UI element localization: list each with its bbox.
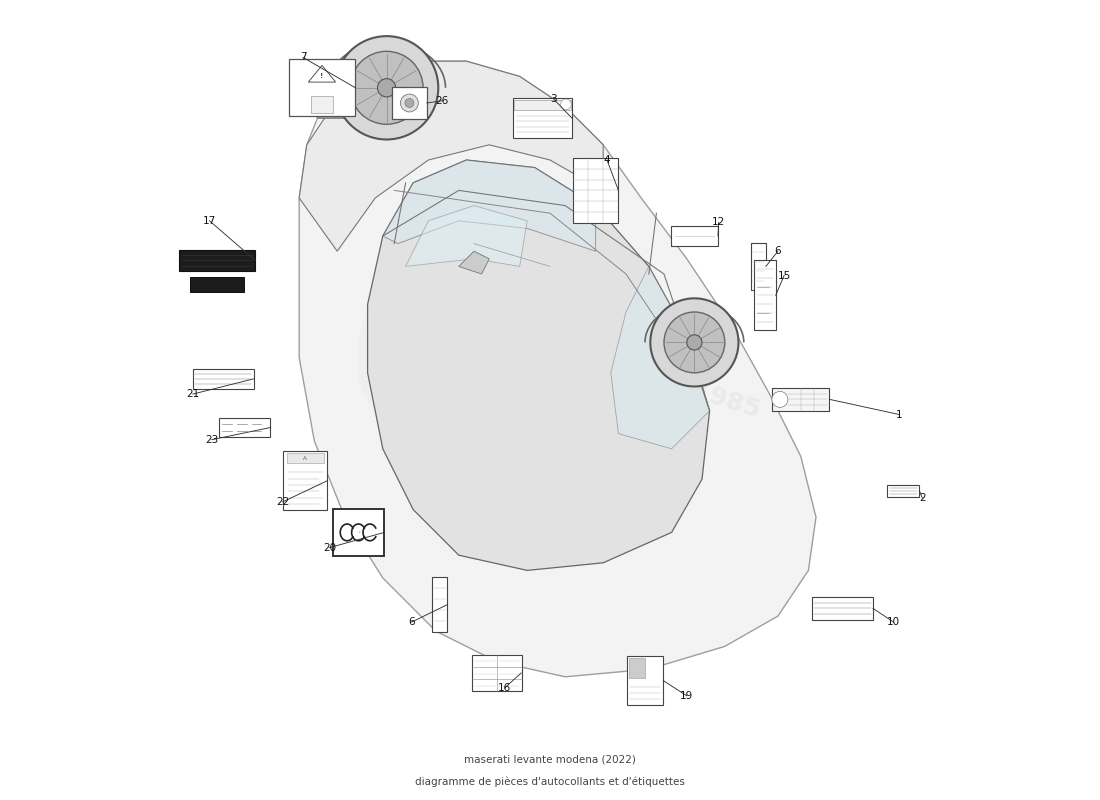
Bar (671, 226, 718, 246)
Polygon shape (459, 251, 490, 274)
Text: a  p a s t: a p a s t (414, 351, 564, 425)
Bar (755, 260, 775, 330)
Text: 6: 6 (408, 617, 415, 627)
Bar (287, 454, 323, 463)
Text: 23: 23 (206, 434, 219, 445)
Bar (750, 243, 766, 290)
Bar (513, 98, 572, 138)
Circle shape (686, 334, 702, 350)
Text: maserati levante modena (2022): maserati levante modena (2022) (464, 754, 636, 764)
Text: 15: 15 (778, 270, 791, 281)
Polygon shape (367, 160, 710, 570)
Circle shape (650, 298, 738, 386)
Polygon shape (308, 66, 336, 82)
Circle shape (377, 78, 396, 97)
Text: 26: 26 (436, 96, 449, 106)
Bar (627, 656, 663, 706)
Text: 16: 16 (498, 683, 512, 693)
Bar (515, 100, 571, 110)
Text: since 1985: since 1985 (610, 353, 762, 423)
Text: 1: 1 (896, 410, 903, 419)
Polygon shape (406, 206, 527, 266)
Bar (772, 388, 829, 411)
Polygon shape (383, 160, 595, 251)
Circle shape (334, 36, 438, 139)
Bar (392, 87, 427, 119)
Text: 22: 22 (276, 497, 289, 507)
Bar (573, 158, 618, 222)
Bar (283, 451, 328, 510)
Text: 10: 10 (887, 617, 900, 627)
Polygon shape (610, 266, 710, 449)
Text: 19: 19 (680, 690, 693, 701)
Text: 17: 17 (202, 216, 216, 226)
Bar (179, 250, 255, 271)
Text: a  p a s t: a p a s t (518, 403, 642, 464)
Bar (472, 654, 521, 691)
Text: 20: 20 (323, 542, 337, 553)
Polygon shape (299, 61, 603, 251)
Bar (288, 59, 355, 116)
Text: 21: 21 (186, 389, 199, 399)
Circle shape (405, 98, 414, 107)
Bar (332, 509, 384, 556)
Circle shape (561, 99, 571, 110)
Text: 12: 12 (712, 218, 725, 227)
Bar (888, 485, 920, 497)
Circle shape (772, 391, 788, 407)
Bar (812, 597, 873, 620)
Text: 7: 7 (299, 53, 306, 62)
Circle shape (664, 312, 725, 373)
Bar (432, 578, 448, 632)
Bar (629, 658, 646, 678)
Bar (219, 418, 271, 438)
Ellipse shape (330, 96, 360, 110)
Polygon shape (299, 61, 816, 677)
Text: e: e (344, 152, 574, 502)
Circle shape (350, 51, 424, 124)
Text: ☹: ☹ (359, 532, 360, 533)
Circle shape (400, 94, 418, 112)
Bar (192, 369, 254, 389)
FancyBboxPatch shape (317, 87, 368, 118)
Text: 4: 4 (604, 155, 611, 165)
Text: !: ! (320, 73, 323, 79)
Text: 3: 3 (550, 94, 557, 104)
Bar (310, 96, 333, 113)
Text: 6: 6 (774, 246, 781, 256)
Text: 2: 2 (920, 493, 926, 503)
Bar (190, 277, 244, 292)
Text: diagramme de pièces d'autocollants et d'étiquettes: diagramme de pièces d'autocollants et d'… (415, 777, 685, 787)
Text: A: A (304, 456, 307, 461)
